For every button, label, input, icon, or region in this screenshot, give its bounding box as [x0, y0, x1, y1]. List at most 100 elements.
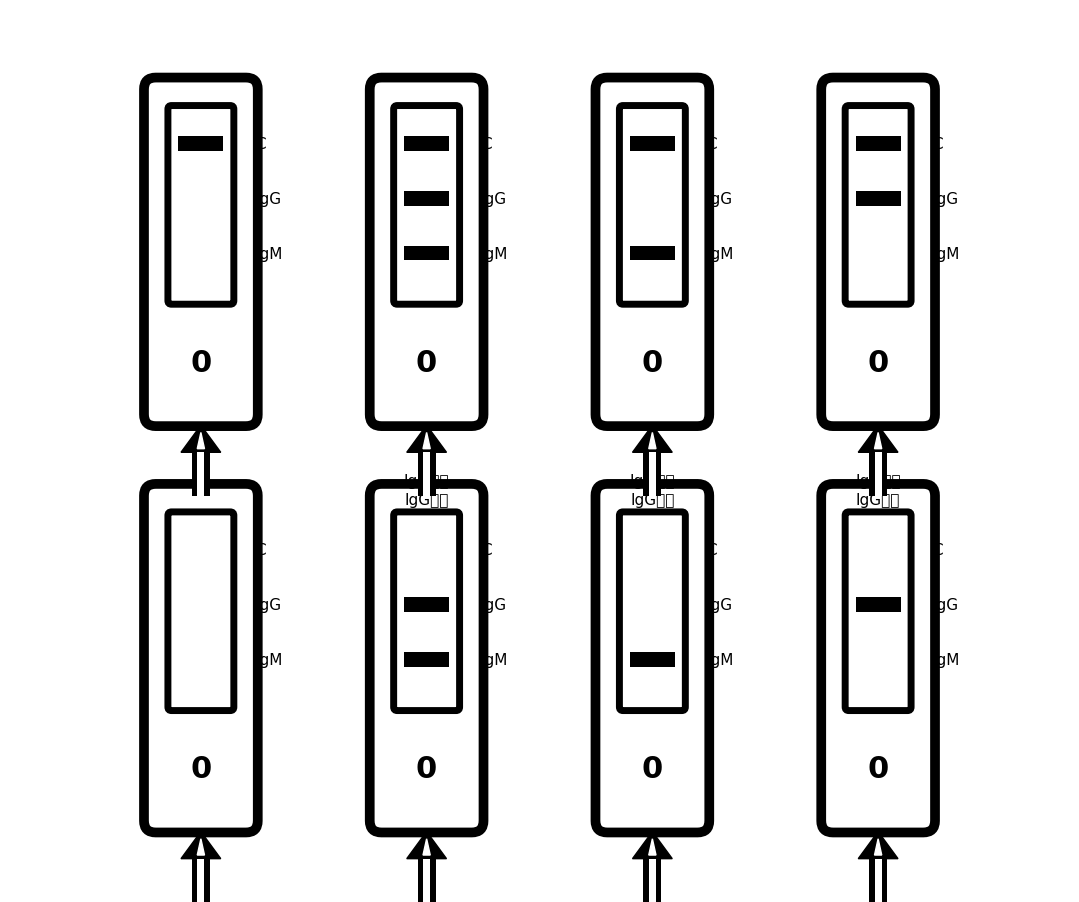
Text: IgG: IgG [707, 191, 733, 207]
Polygon shape [648, 839, 656, 855]
Text: IgM: IgM [707, 652, 734, 667]
FancyBboxPatch shape [845, 512, 911, 711]
Bar [418, 859, 436, 902]
Text: 0: 0 [868, 754, 889, 783]
Text: 无效: 无效 [192, 879, 210, 895]
FancyBboxPatch shape [370, 78, 483, 427]
Text: IgG: IgG [707, 597, 733, 612]
Bar [423, 859, 431, 902]
Bar [856, 598, 901, 612]
Text: IgM阴性
IgG阳性: IgM阴性 IgG阳性 [856, 474, 901, 507]
FancyBboxPatch shape [144, 78, 258, 427]
FancyBboxPatch shape [845, 106, 911, 305]
Polygon shape [407, 426, 447, 453]
Text: IgG: IgG [932, 191, 958, 207]
Text: 0: 0 [190, 754, 211, 783]
Text: IgM: IgM [707, 246, 734, 262]
Bar [869, 453, 887, 496]
FancyBboxPatch shape [821, 484, 935, 833]
Text: 0: 0 [868, 348, 889, 377]
FancyBboxPatch shape [394, 512, 460, 711]
FancyBboxPatch shape [619, 106, 685, 305]
Bar [648, 453, 656, 496]
Bar [856, 137, 901, 152]
Text: IgM阳性
IgG阴性: IgM阳性 IgG阴性 [629, 474, 675, 507]
Text: IgM: IgM [255, 246, 283, 262]
Bar [630, 652, 675, 667]
Text: 无效: 无效 [869, 879, 887, 895]
Text: C: C [707, 543, 718, 557]
Text: C: C [255, 137, 265, 152]
FancyBboxPatch shape [394, 106, 460, 305]
Text: 0: 0 [642, 348, 663, 377]
Text: IgM: IgM [932, 652, 959, 667]
Text: IgM: IgM [255, 652, 283, 667]
Bar [648, 859, 656, 902]
Bar [404, 652, 449, 667]
Text: IgM: IgM [932, 246, 959, 262]
Bar [643, 453, 661, 496]
Polygon shape [407, 832, 447, 859]
Bar [630, 137, 675, 152]
Polygon shape [858, 832, 898, 859]
Bar [418, 453, 436, 496]
Bar [404, 137, 449, 152]
Polygon shape [858, 426, 898, 453]
Polygon shape [423, 433, 431, 449]
Bar [197, 859, 205, 902]
FancyBboxPatch shape [168, 512, 234, 711]
FancyBboxPatch shape [370, 484, 483, 833]
Text: 无效: 无效 [418, 879, 436, 895]
Polygon shape [874, 839, 882, 855]
Polygon shape [181, 832, 221, 859]
Text: C: C [481, 543, 491, 557]
Bar [404, 192, 449, 207]
Polygon shape [632, 832, 672, 859]
Text: C: C [932, 543, 943, 557]
Bar [423, 453, 431, 496]
FancyBboxPatch shape [619, 512, 685, 711]
Bar [869, 859, 887, 902]
FancyBboxPatch shape [144, 484, 258, 833]
Bar [192, 859, 210, 902]
Text: C: C [481, 137, 491, 152]
Polygon shape [874, 433, 882, 449]
Bar [874, 859, 882, 902]
Text: IgG: IgG [255, 191, 282, 207]
Text: IgM: IgM [481, 246, 508, 262]
FancyBboxPatch shape [596, 78, 709, 427]
Polygon shape [197, 433, 205, 449]
Text: 0: 0 [416, 754, 437, 783]
Polygon shape [181, 426, 221, 453]
Bar [856, 192, 901, 207]
Text: IgG: IgG [932, 597, 958, 612]
Polygon shape [648, 433, 656, 449]
Bar [643, 859, 661, 902]
Bar [178, 137, 223, 152]
Text: IgG: IgG [481, 191, 507, 207]
Text: 0: 0 [190, 348, 211, 377]
Polygon shape [423, 839, 431, 855]
Text: IgG: IgG [255, 597, 282, 612]
Text: 0: 0 [416, 348, 437, 377]
Text: 0: 0 [642, 754, 663, 783]
Polygon shape [197, 839, 205, 855]
Bar [630, 246, 675, 261]
Bar [197, 453, 205, 496]
Bar [404, 598, 449, 612]
Bar [192, 453, 210, 496]
Text: C: C [255, 543, 265, 557]
Polygon shape [632, 426, 672, 453]
Text: IgG: IgG [481, 597, 507, 612]
Bar [874, 453, 882, 496]
Text: IgM阳性
IgG阳性: IgM阳性 IgG阳性 [404, 474, 450, 507]
Text: 无效: 无效 [643, 879, 661, 895]
FancyBboxPatch shape [821, 78, 935, 427]
Text: C: C [932, 137, 943, 152]
FancyBboxPatch shape [596, 484, 709, 833]
Bar [404, 246, 449, 261]
FancyBboxPatch shape [168, 106, 234, 305]
Text: IgM: IgM [481, 652, 508, 667]
Text: 阴性: 阴性 [192, 474, 210, 489]
Text: C: C [707, 137, 718, 152]
